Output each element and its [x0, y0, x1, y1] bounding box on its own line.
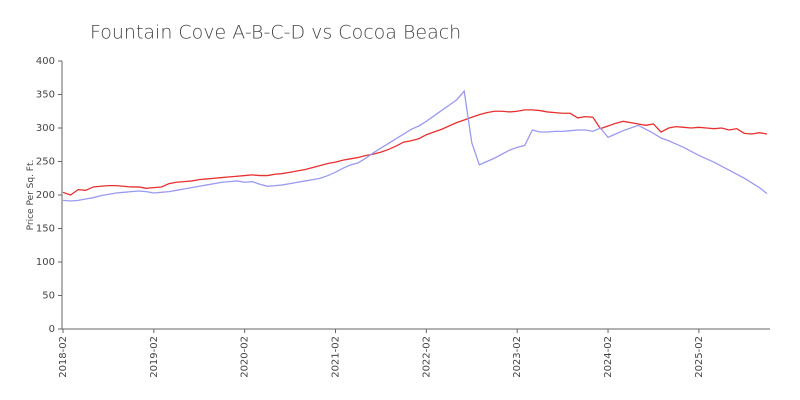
- y-axis-label: Price Per Sq. Ft.: [26, 160, 36, 231]
- y-tick-label: 400: [36, 56, 55, 67]
- x-tick-label: 2020-02: [240, 336, 251, 378]
- x-tick-label: 2019-02: [149, 336, 160, 378]
- y-tick-label: 300: [36, 123, 55, 134]
- y-tick-label: 100: [36, 257, 55, 268]
- y-tick-label: 350: [36, 90, 55, 101]
- x-tick-label: 2018-02: [58, 336, 69, 378]
- y-tick-label: 150: [36, 224, 55, 235]
- x-tick-label: 2021-02: [331, 336, 342, 378]
- x-tick-label: 2025-02: [694, 336, 705, 378]
- series-line: [62, 89, 768, 202]
- x-tick-label: 2022-02: [421, 336, 432, 378]
- y-tick-label: 0: [49, 324, 55, 335]
- y-tick-label: 200: [36, 190, 55, 201]
- x-tick-label: 2023-02: [512, 336, 523, 378]
- x-tick-label: 2024-02: [603, 336, 614, 378]
- series-line: [62, 109, 768, 196]
- y-tick-label: 250: [36, 157, 55, 168]
- chart-title: Fountain Cove A-B-C-D vs Cocoa Beach: [90, 22, 461, 44]
- y-tick-label: 50: [42, 291, 55, 302]
